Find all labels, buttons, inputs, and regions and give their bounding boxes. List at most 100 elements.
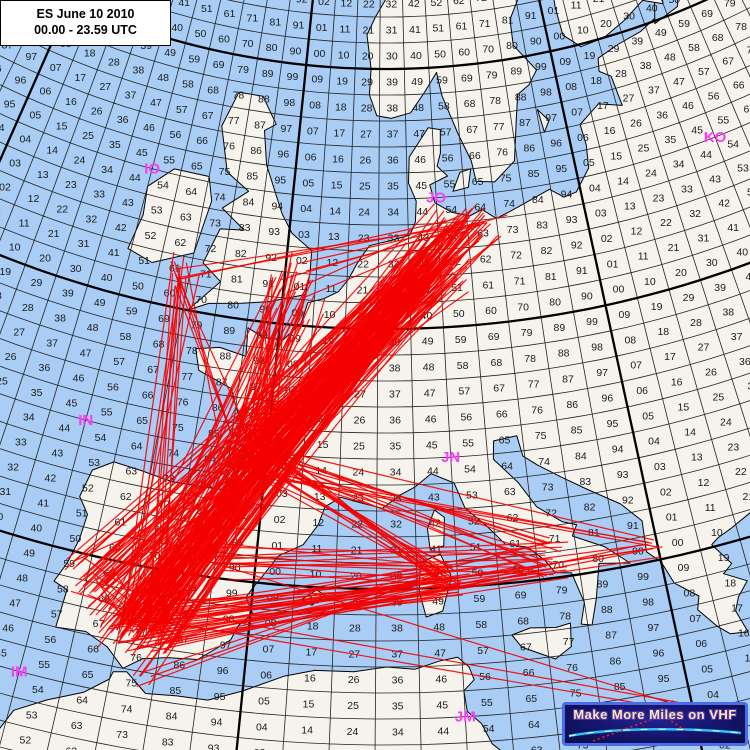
grid-square-number: 31: [698, 233, 710, 245]
qso-path-line: [216, 563, 542, 568]
grid-square-number: 99: [586, 316, 598, 328]
grid-square-number: 55: [101, 407, 113, 419]
grid-square-number: 37: [391, 649, 403, 661]
field-label-KO: KO: [704, 129, 727, 146]
grid-square-number: 93: [566, 214, 578, 226]
grid-square-number: 50: [472, 567, 484, 579]
grid-square-number: 90: [290, 45, 302, 57]
grid-square-number: 59: [63, 558, 75, 570]
grid-square-number: 58: [475, 619, 487, 631]
grid-square-number: 38: [391, 623, 403, 635]
qso-path-line: [324, 273, 431, 431]
grid-square-number: 84: [243, 196, 255, 208]
grid-square-number: 23: [358, 232, 370, 244]
grid-square-number: 52: [145, 230, 157, 242]
grid-square-number: 35: [31, 387, 43, 399]
grid-square-number: 78: [559, 610, 571, 622]
grid-square-number: 11: [571, 0, 582, 12]
grid-square-number: 71: [200, 268, 212, 280]
grid-square-number: 52: [431, 0, 443, 9]
grid-square-number: 79: [724, 0, 736, 10]
grid-square-number: 73: [116, 729, 128, 741]
grid-square-number: 15: [331, 179, 343, 191]
grid-square-number: 21: [362, 24, 374, 36]
grid-square-number: 62: [453, 0, 465, 7]
grid-square-number: 49: [164, 47, 176, 59]
qso-path-line: [221, 262, 292, 562]
grid-square-number: 00: [672, 537, 684, 549]
grid-square-number: 62: [175, 237, 187, 249]
grid-square-number: 27: [698, 342, 710, 354]
grid-square-number: 11: [638, 251, 649, 263]
grid-square-number: 79: [191, 320, 203, 332]
qso-path-line: [70, 590, 122, 608]
grid-square-number: 10: [9, 242, 21, 254]
grid-square-number: 33: [15, 437, 27, 449]
grid-square-number: 81: [231, 274, 243, 286]
grid-square-number: 20: [675, 267, 687, 279]
grid-square-number: 11: [19, 217, 30, 229]
grid-square-number: 07: [630, 360, 642, 372]
grid-square-number: 02: [296, 255, 308, 267]
grid-square-number: 44: [427, 466, 439, 478]
grid-square-number: 61: [224, 8, 236, 20]
grid-square-number: 57: [698, 66, 710, 78]
grid-square-number: 49: [23, 548, 35, 560]
grid-square-number: 28: [690, 317, 702, 329]
grid-square-number: 12: [698, 477, 710, 489]
qso-path-line: [156, 274, 181, 625]
grid-square-number: 29: [31, 277, 43, 289]
grid-square-number: 67: [202, 110, 214, 122]
grid-square-number: 74: [214, 192, 226, 204]
qso-path-line: [137, 408, 321, 609]
grid-square-number: 64: [474, 202, 486, 214]
grid-square-number: 78: [233, 89, 245, 101]
grid-square-number: 59: [126, 306, 138, 318]
grid-square-number: 66: [523, 667, 535, 679]
grid-square-number: 09: [619, 309, 631, 321]
grid-square-number: 54: [483, 723, 495, 735]
grid-square-number: 63: [477, 228, 489, 240]
grid-square-number: 19: [336, 75, 348, 87]
grid-square-number: 40: [171, 22, 183, 34]
grid-square-number: 65: [136, 415, 148, 427]
grid-square-number: 20: [362, 50, 374, 62]
qso-path-line: [118, 281, 300, 642]
grid-square-number: 10: [324, 309, 336, 321]
grid-square-number: 31: [78, 238, 90, 250]
grid-square-number: 63: [504, 486, 516, 498]
grid-square-number: 78: [186, 345, 198, 357]
grid-square-number: 39: [714, 282, 726, 294]
grid-square-number: 24: [358, 206, 370, 218]
grid-square-number: 09: [559, 56, 571, 68]
grid-square-number: 05: [642, 410, 654, 422]
field-label-JN: JN: [441, 449, 460, 466]
grid-square-number: 60: [164, 288, 176, 300]
grid-square-number: 47: [9, 598, 21, 610]
grid-square-number: 98: [540, 87, 552, 99]
grid-square-number: 58: [438, 101, 450, 113]
qso-path-line: [140, 399, 320, 635]
grid-square-number: 71: [479, 18, 491, 30]
grid-square-number: 66: [469, 150, 481, 162]
grid-square-number: 60: [485, 305, 497, 317]
grid-square-number: 40: [410, 50, 422, 62]
grid-square-number: 51: [138, 255, 150, 267]
grid-square-number: 99: [535, 61, 547, 73]
grid-square-number: 69: [461, 72, 473, 84]
grid-square-number: 12: [631, 226, 643, 238]
grid-square-number: 77: [528, 379, 540, 391]
grid-square-number: 91: [576, 265, 588, 277]
grid-square-number: 77: [181, 371, 193, 383]
grid-square-number: 49: [411, 76, 423, 88]
grid-square-number: 16: [604, 125, 616, 137]
grid-square-number: 03: [298, 229, 310, 241]
grid-square-number: 56: [170, 129, 182, 141]
grid-square-number: 04: [707, 689, 719, 701]
grid-square-number: 38: [722, 307, 734, 319]
grid-square-number: 06: [636, 385, 648, 397]
grid-square-number: 22: [660, 217, 672, 229]
grid-square-number: 67: [493, 383, 505, 395]
grid-square-number: 05: [303, 177, 315, 189]
